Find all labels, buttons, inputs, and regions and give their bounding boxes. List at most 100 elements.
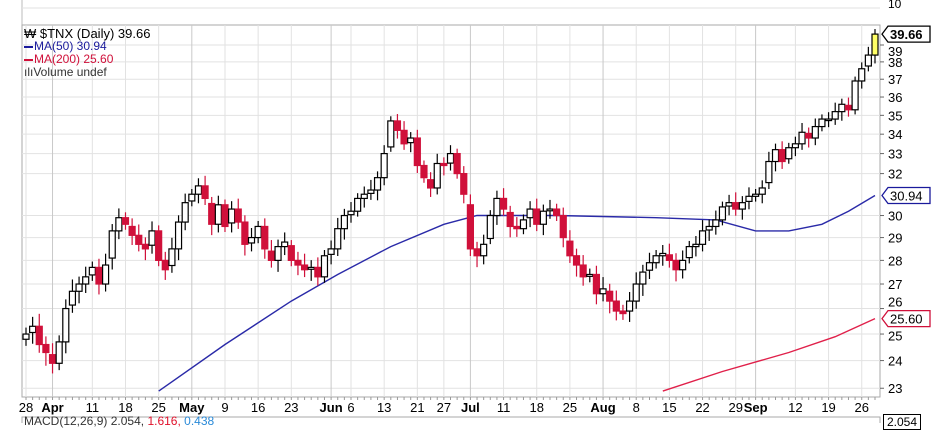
y-tick-label: 27 [888,277,902,292]
volume-bars-icon: ılı [24,65,34,79]
candle-body [480,243,488,257]
candle-body [360,193,368,200]
candle-body [247,236,256,244]
candle-body [592,273,601,295]
candle-body [413,137,421,167]
candle-body [62,307,70,343]
x-tick-label: 16 [251,400,265,415]
candle-body [579,264,587,278]
candle-body [135,234,143,245]
candle-body [639,271,647,285]
x-tick-label: 9 [221,400,228,415]
y-tick-label: 36 [888,90,902,105]
y-tick-label: 39 [888,44,902,59]
candle-body [864,54,872,67]
y-tick-label: 35 [888,108,902,123]
y-tick-label: 10 [888,0,902,11]
macd-signal: 1.616, [147,414,181,428]
candle-body [546,208,554,212]
candle-body [234,208,242,223]
candle-body [539,210,547,225]
candle-body [82,276,90,285]
candle-body [732,202,740,210]
candle-body [446,152,455,164]
x-tick-label: 13 [377,400,391,415]
y-tick-label: 30 [888,209,902,224]
ma50-tag [881,186,931,205]
candle-body [380,152,388,179]
candle-body [771,149,780,163]
candle-body [314,266,322,278]
candle-body [22,333,30,340]
line-swatch-icon [24,45,33,48]
candle-body [679,259,687,271]
candle-body [148,230,156,246]
x-tick-label: 11 [86,400,100,415]
candle-body [692,243,700,248]
candle-body [201,185,209,200]
x-tick-label: 18 [118,400,132,415]
candle-body [340,214,348,230]
candle-body [181,202,189,223]
candle-body [55,341,63,364]
candle-body [718,206,727,221]
candle-body [320,255,329,278]
candle-body [838,103,846,113]
candle-body [745,195,753,202]
candle-body [68,290,77,306]
candle-body [672,259,680,271]
candle-body [566,240,574,257]
x-tick-label: May [179,400,205,415]
macd-panel [21,416,881,423]
legend-ma50: MA(50) 30.94 [24,40,150,53]
candle-body [440,162,448,167]
y-tick-label: 26 [888,295,902,310]
y-tick-label: 33 [888,147,902,162]
candle-body [851,80,859,111]
candle-body [274,246,282,261]
x-tick-label: 23 [284,400,298,415]
candle-body [698,230,707,245]
candle-body [35,325,43,346]
y-tick-label: 38 [888,55,902,70]
candle-body [513,225,521,230]
ma200-tag [881,309,931,328]
candle-body [752,193,760,197]
ma200-tag-label: 25.60 [890,312,923,327]
x-tick-label: 18 [529,400,543,415]
candle-body [214,204,222,225]
candle-body [427,179,435,189]
candle-body [241,221,249,245]
candle-body [281,241,289,248]
candle-body [75,283,83,292]
candle-body [553,208,561,217]
candle-body [652,255,660,264]
candle-body [115,217,123,232]
candle-body [659,252,667,257]
x-tick-label: Sep [744,400,768,415]
candle-body [327,248,335,255]
x-tick-label: 29 [728,400,742,415]
x-tick-label: 15 [662,400,676,415]
candle-body [121,217,130,225]
candle-body [599,288,607,295]
candle-body [387,120,395,148]
x-tick-label: 8 [633,400,640,415]
candle-body [665,254,673,261]
candle-body [254,225,262,239]
candle-body [88,266,96,276]
candle-body [188,193,196,202]
candle-body [261,225,269,250]
x-tick-label: 12 [788,400,802,415]
candle-body [499,197,508,210]
candle-body [831,111,839,120]
candle-body [194,185,203,195]
candle-body [738,202,746,210]
candle-body [367,189,375,194]
candle-body [42,343,50,354]
candle-body [645,262,654,271]
candle-body [506,211,514,228]
candle-body [705,225,713,231]
chart-legend: ₩ $TNX (Daily) 39.66 MA(50) 30.94 MA(200… [24,27,150,79]
candle-body [486,214,494,240]
